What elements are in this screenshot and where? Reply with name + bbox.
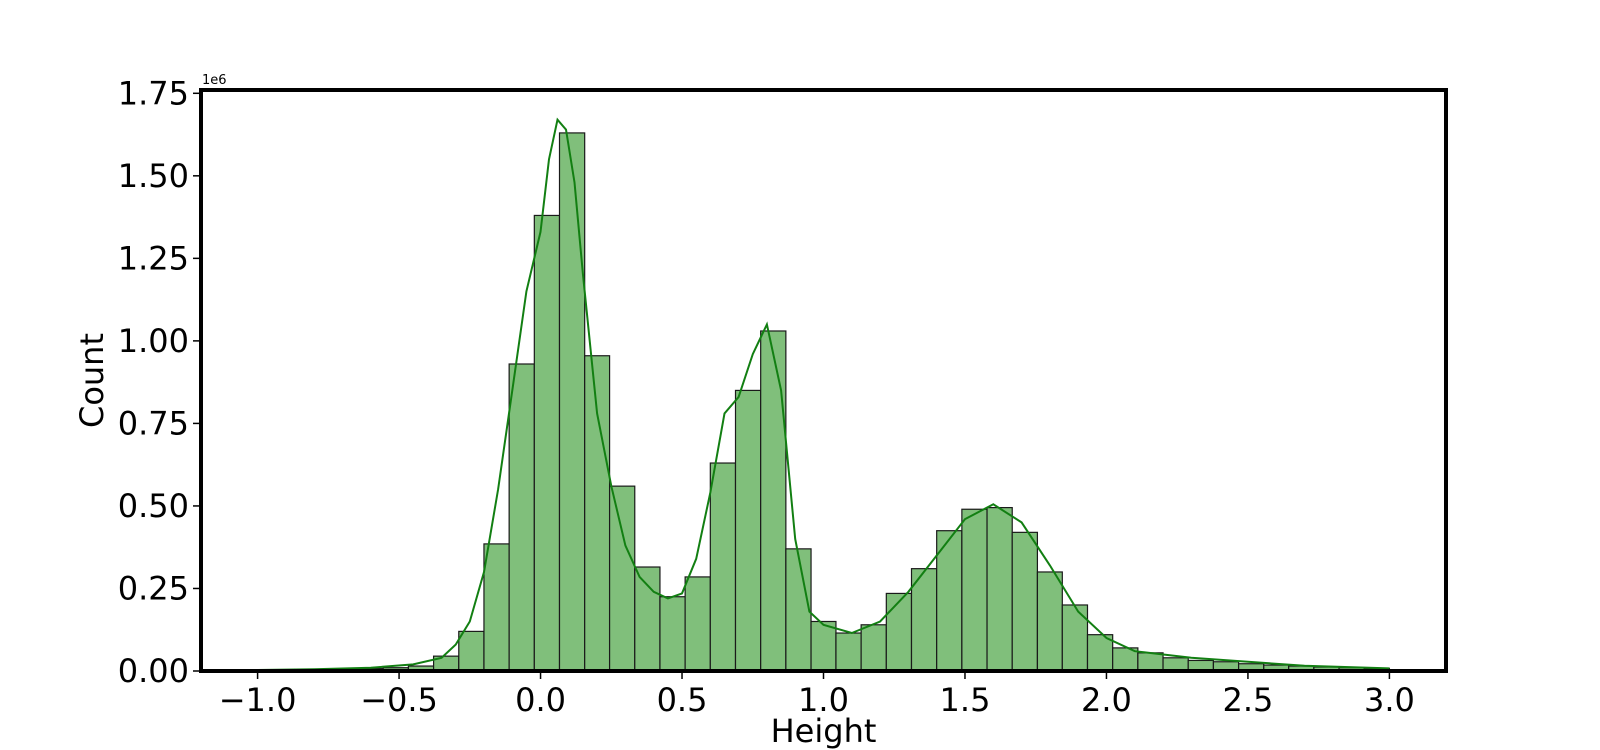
x-tick-label: 3.0 — [1364, 681, 1415, 719]
y-axis: 0.00 0.25 0.50 0.75 1.00 1.25 1.50 1.75 — [118, 74, 201, 690]
histogram-bar — [584, 355, 611, 672]
histogram-bar — [1011, 531, 1039, 672]
histogram-bar — [558, 132, 586, 672]
histogram-bar — [508, 363, 535, 672]
x-tick-label: 1.5 — [940, 681, 991, 719]
x-axis: −1.0 −0.5 0.0 0.5 1.0 1.5 2.0 2.5 3.0 — [219, 671, 1415, 719]
histogram-bar — [684, 576, 711, 672]
histogram-bar — [634, 566, 661, 672]
x-tick-label: 2.0 — [1081, 681, 1132, 719]
histogram-bar — [810, 620, 837, 672]
y-offset-label: 1e6 — [202, 73, 227, 88]
histogram-bar — [1061, 604, 1089, 672]
histogram-bar — [835, 632, 862, 672]
x-tick-label: 2.5 — [1222, 681, 1273, 719]
y-tick-label: 1.75 — [118, 74, 189, 112]
y-tick-label: 0.25 — [118, 569, 189, 607]
y-tick-label: 1.50 — [118, 157, 189, 195]
y-tick-label: 1.00 — [118, 322, 189, 360]
histogram-bar — [785, 548, 812, 672]
bars-layer — [256, 132, 1391, 672]
histogram-bar — [1036, 571, 1063, 672]
kde-curve — [257, 117, 1390, 671]
plot-frame — [199, 88, 1448, 673]
histogram-bar — [709, 462, 737, 672]
y-tick-label: 0.00 — [118, 652, 189, 690]
x-tick-label: −1.0 — [219, 681, 297, 719]
histogram-bar — [608, 485, 636, 672]
histogram-bar — [860, 624, 887, 672]
x-axis-label: Height — [771, 712, 877, 750]
histogram-bar — [961, 508, 988, 672]
x-tick-label: 0.5 — [657, 681, 708, 719]
histogram-bar — [1137, 652, 1164, 672]
histogram-bar — [483, 543, 510, 672]
y-axis-label: Count — [73, 333, 111, 428]
histogram-bar — [533, 214, 561, 672]
histogram-bar — [458, 630, 485, 672]
y-tick-label: 1.25 — [118, 239, 189, 277]
y-tick-label: 0.75 — [118, 404, 189, 442]
x-tick-label: −0.5 — [360, 681, 438, 719]
histogram-bar — [760, 330, 787, 672]
x-tick-label: 1.0 — [798, 681, 849, 719]
histogram-bar — [885, 592, 913, 672]
histogram-bar — [1086, 634, 1114, 672]
histogram-bar — [659, 596, 686, 672]
x-tick-label: 0.0 — [515, 681, 566, 719]
y-tick-label: 0.50 — [118, 487, 189, 525]
histogram-bar — [734, 389, 762, 672]
histogram-bar — [986, 506, 1013, 672]
